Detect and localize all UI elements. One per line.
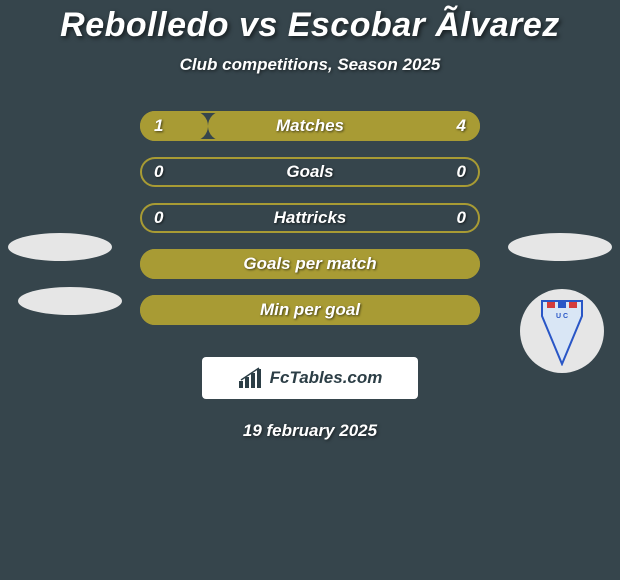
stat-value-left: 0 [154, 203, 163, 233]
stat-value-right: 4 [457, 111, 466, 141]
stat-row: Min per goal [0, 295, 620, 325]
stat-bar-right-fill [208, 111, 480, 141]
stat-bar-left-fill [140, 111, 208, 141]
stat-bar-track [140, 203, 480, 233]
stat-value-right: 0 [457, 203, 466, 233]
page-title: Rebolledo vs Escobar Ãlvarez [0, 6, 620, 45]
stat-row: Hattricks00 [0, 203, 620, 233]
stats-block: U C Matches14Goals00Hattricks00Goals per… [0, 111, 620, 325]
date-label: 19 february 2025 [0, 421, 620, 441]
stat-bar-left-fill [140, 295, 480, 325]
logo-bars-icon [238, 367, 264, 389]
fctables-logo: FcTables.com [202, 357, 418, 399]
subtitle: Club competitions, Season 2025 [0, 55, 620, 75]
stat-row: Goals00 [0, 157, 620, 187]
stat-value-right: 0 [457, 157, 466, 187]
stat-row: Goals per match [0, 249, 620, 279]
stat-bar-left-fill [140, 249, 480, 279]
stat-value-left: 0 [154, 157, 163, 187]
stat-value-left: 1 [154, 111, 163, 141]
comparison-card: Rebolledo vs Escobar Ãlvarez Club compet… [0, 0, 620, 441]
stat-bar-track [140, 157, 480, 187]
stat-row: Matches14 [0, 111, 620, 141]
logo-text: FcTables.com [270, 368, 383, 388]
